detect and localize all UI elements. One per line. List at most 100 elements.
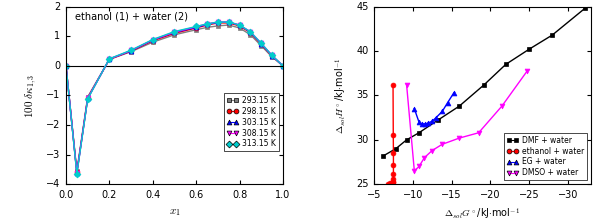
298.15 K xyxy=(247,31,254,34)
DMSO + water xyxy=(524,69,531,72)
EG + water xyxy=(428,120,436,123)
303.15 K xyxy=(225,21,232,23)
303.15 K xyxy=(127,50,134,52)
293.15 K xyxy=(127,50,134,53)
EG + water xyxy=(422,123,429,125)
X-axis label: $x_1$: $x_1$ xyxy=(169,207,181,218)
293.15 K xyxy=(236,27,243,29)
308.15 K xyxy=(203,22,211,25)
EG + water xyxy=(425,122,432,124)
EG + water xyxy=(411,107,418,110)
EG + water xyxy=(444,101,451,104)
EG + water xyxy=(450,91,457,94)
Line: DMF + water: DMF + water xyxy=(381,6,587,158)
Legend: 293.15 K, 298.15 K, 303.15 K, 308.15 K, 313.15 K: 293.15 K, 298.15 K, 303.15 K, 308.15 K, … xyxy=(224,93,279,151)
313.15 K xyxy=(127,49,134,52)
DMF + water xyxy=(481,83,488,86)
303.15 K xyxy=(247,31,254,34)
DMF + water xyxy=(415,131,422,134)
ethanol + water xyxy=(385,183,392,186)
DMF + water xyxy=(434,119,441,122)
Line: EG + water: EG + water xyxy=(412,90,456,126)
ethanol + water xyxy=(389,83,397,86)
293.15 K xyxy=(257,44,265,47)
ethanol + water xyxy=(389,180,397,183)
293.15 K xyxy=(214,25,221,27)
303.15 K xyxy=(257,42,265,45)
313.15 K xyxy=(149,38,157,41)
298.15 K xyxy=(225,22,232,24)
303.15 K xyxy=(171,31,178,34)
Y-axis label: $\Delta_{sol}H^\circ$/kJ$\cdot$mol$^{-1}$: $\Delta_{sol}H^\circ$/kJ$\cdot$mol$^{-1}… xyxy=(334,57,349,134)
DMF + water xyxy=(581,7,589,10)
298.15 K xyxy=(236,25,243,27)
313.15 K xyxy=(280,65,287,67)
303.15 K xyxy=(73,172,80,174)
298.15 K xyxy=(280,65,287,67)
298.15 K xyxy=(171,32,178,35)
Line: ethanol + water: ethanol + water xyxy=(386,82,396,187)
X-axis label: $\Delta_{sol}G^\circ$/kJ$\cdot$mol$^{-1}$: $\Delta_{sol}G^\circ$/kJ$\cdot$mol$^{-1}… xyxy=(445,207,521,222)
313.15 K xyxy=(62,65,70,67)
303.15 K xyxy=(280,65,287,67)
298.15 K xyxy=(214,22,221,24)
303.15 K xyxy=(193,26,200,29)
DMSO + water xyxy=(498,105,505,107)
303.15 K xyxy=(268,54,275,57)
308.15 K xyxy=(257,42,265,45)
313.15 K xyxy=(84,98,91,100)
Legend: DMF + water, ethanol + water, EG + water, DMSO + water: DMF + water, ethanol + water, EG + water… xyxy=(503,133,587,180)
ethanol + water xyxy=(388,182,395,184)
DMSO + water xyxy=(403,83,410,86)
303.15 K xyxy=(84,97,91,100)
ethanol + water xyxy=(390,172,397,175)
293.15 K xyxy=(149,41,157,44)
303.15 K xyxy=(236,24,243,27)
313.15 K xyxy=(214,21,221,23)
EG + water xyxy=(433,116,440,119)
DMF + water xyxy=(526,48,533,51)
313.15 K xyxy=(203,22,211,25)
313.15 K xyxy=(236,24,243,26)
DMF + water xyxy=(455,105,463,107)
ethanol + water xyxy=(390,152,397,155)
308.15 K xyxy=(268,54,275,57)
308.15 K xyxy=(127,49,134,52)
298.15 K xyxy=(73,171,80,174)
308.15 K xyxy=(171,31,178,34)
308.15 K xyxy=(280,65,287,67)
313.15 K xyxy=(73,172,80,175)
DMF + water xyxy=(548,34,556,36)
Text: ethanol (1) + water (2): ethanol (1) + water (2) xyxy=(74,12,188,22)
Line: 298.15 K: 298.15 K xyxy=(64,20,286,175)
298.15 K xyxy=(106,58,113,61)
293.15 K xyxy=(225,24,232,26)
293.15 K xyxy=(203,26,211,29)
308.15 K xyxy=(247,30,254,33)
298.15 K xyxy=(62,65,70,67)
DMSO + water xyxy=(428,149,436,152)
DMSO + water xyxy=(415,165,422,168)
ethanol + water xyxy=(390,178,397,180)
293.15 K xyxy=(171,34,178,36)
DMSO + water xyxy=(455,137,463,139)
EG + water xyxy=(415,121,422,123)
ethanol + water xyxy=(390,163,397,166)
298.15 K xyxy=(268,55,275,57)
DMSO + water xyxy=(439,143,446,146)
293.15 K xyxy=(193,28,200,31)
313.15 K xyxy=(193,25,200,28)
Line: 308.15 K: 308.15 K xyxy=(64,20,286,176)
Line: DMSO + water: DMSO + water xyxy=(404,68,530,173)
308.15 K xyxy=(193,26,200,28)
313.15 K xyxy=(171,30,178,33)
313.15 K xyxy=(106,57,113,60)
293.15 K xyxy=(280,65,287,67)
308.15 K xyxy=(106,58,113,60)
313.15 K xyxy=(268,54,275,57)
303.15 K xyxy=(214,21,221,24)
308.15 K xyxy=(214,21,221,23)
313.15 K xyxy=(247,30,254,33)
298.15 K xyxy=(127,50,134,52)
308.15 K xyxy=(225,21,232,23)
